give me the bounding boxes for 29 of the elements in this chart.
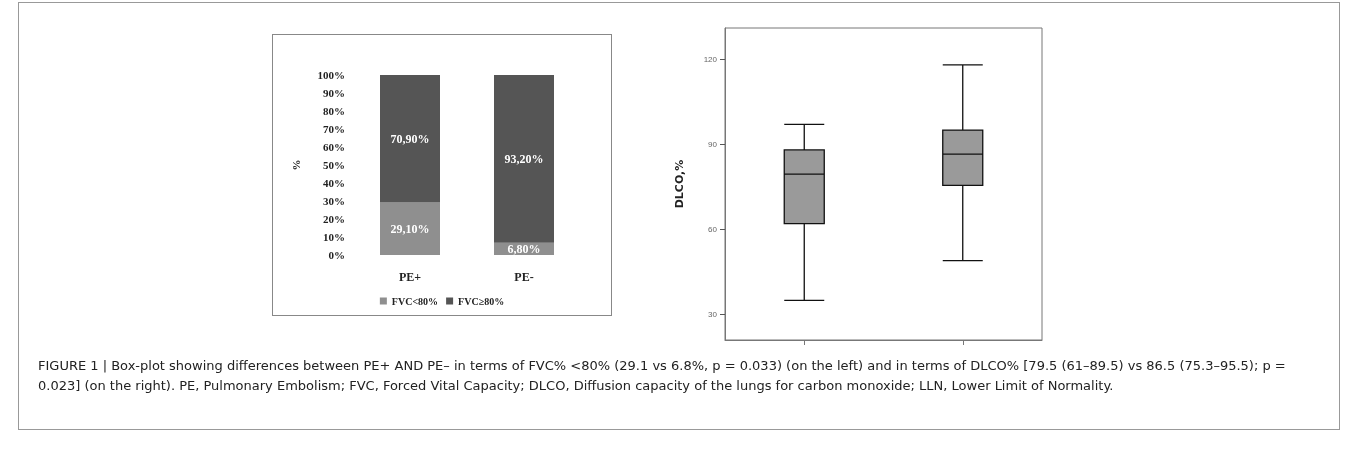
data-label: 6,80% <box>507 241 541 256</box>
y-tick-label: 100% <box>317 69 345 81</box>
data-label: 70,90% <box>390 131 430 146</box>
y-tick-label: 80% <box>323 105 345 117</box>
y-tick-label: 30 <box>708 309 718 319</box>
y-tick-label: 0% <box>328 249 345 261</box>
y-tick-label: 10% <box>323 231 345 243</box>
x-tick-label: PE+ <box>398 270 422 284</box>
legend-label: FVC≥80% <box>458 295 505 307</box>
bar <box>494 75 554 243</box>
y-tick-label: 20% <box>323 213 345 225</box>
y-axis-title: DLCO,% <box>673 159 686 209</box>
y-axis-title: % <box>289 159 302 171</box>
y-tick-label: 90% <box>323 87 345 99</box>
y-tick-label: 40% <box>323 177 345 189</box>
y-tick-label: 30% <box>323 195 345 207</box>
y-tick-label: 70% <box>323 123 345 135</box>
x-tick-label: PE- <box>514 270 534 284</box>
y-tick-label: 60% <box>323 141 345 153</box>
bar <box>380 202 440 255</box>
y-tick-label: 120 <box>703 54 718 64</box>
y-tick-label: 90 <box>708 139 718 149</box>
bar <box>380 75 440 203</box>
y-tick-label: 50% <box>323 159 345 171</box>
data-label: 93,20% <box>504 151 544 166</box>
caption: FIGURE 1 | Box-plot showing differences between PE+ AND PE– in terms of FVC% <80% (29.1 vs 6.8%, p = 0.033) (on the left) and in terms of DLCO% [79.5 (61–89.5) vs 86.5 (75.3–95.5); p = 0.023] (on the right). PE, Pulmonary Embolism; FVC, Forced Vital Capacity; DLCO, Diffusion capacity of the lungs for carbon monoxide; LLN, Lower Limit of Normality. <box>38 357 1287 395</box>
y-tick-label: 60 <box>708 224 718 234</box>
data-label: 29,10% <box>390 221 430 236</box>
legend-label: FVC<80% <box>391 295 439 307</box>
